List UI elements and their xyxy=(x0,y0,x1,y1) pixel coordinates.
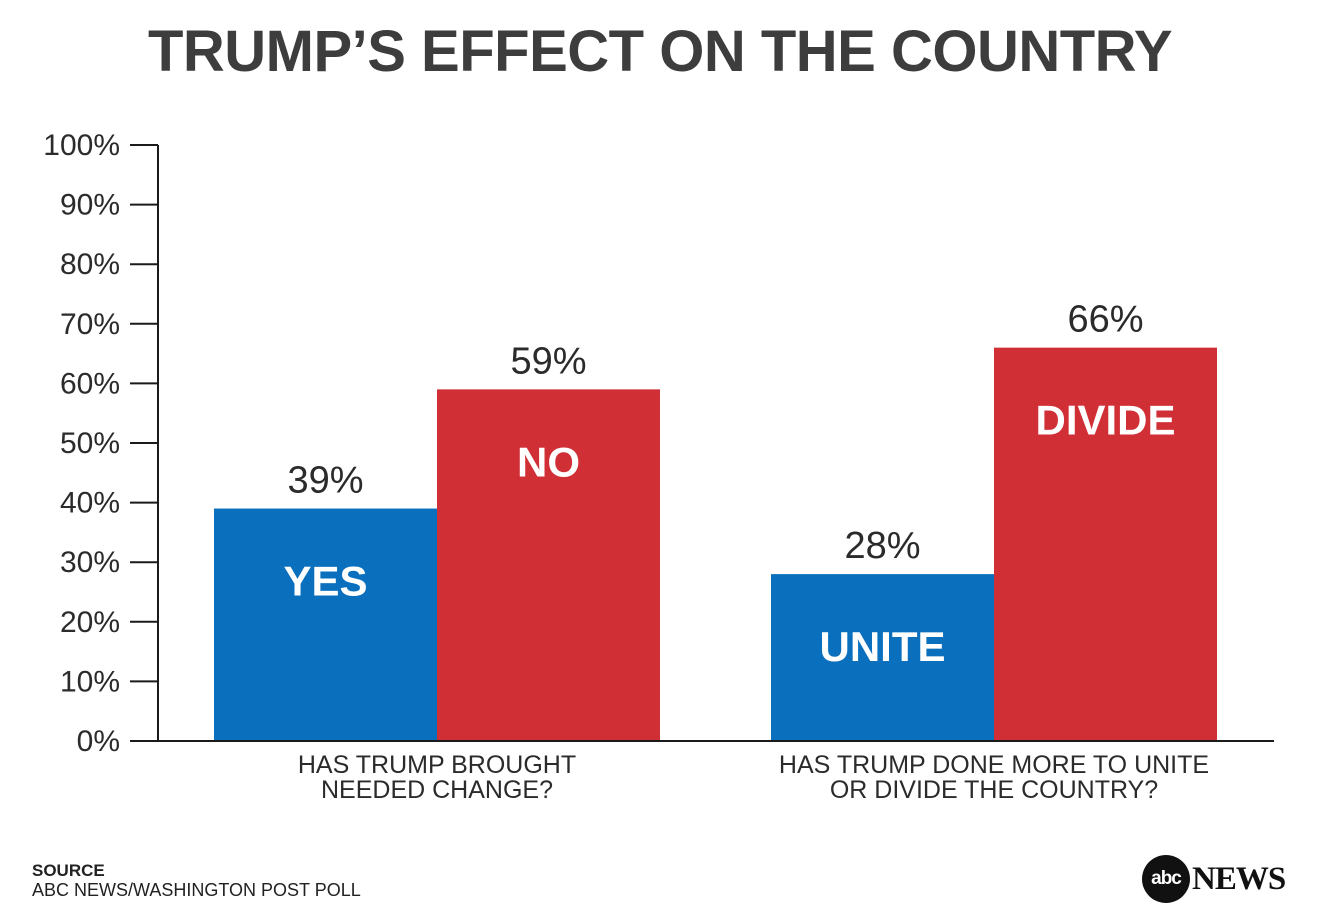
bar-divide xyxy=(994,347,1217,741)
abc-news-logo: abc NEWS xyxy=(1142,855,1302,903)
source-note: SOURCE ABC NEWS/WASHINGTON POST POLL xyxy=(32,861,361,901)
chart-title: TRUMP’S EFFECT ON THE COUNTRY xyxy=(147,19,1173,84)
bar-unite xyxy=(771,574,994,741)
category-label-line: HAS TRUMP DONE MORE TO UNITE xyxy=(779,751,1209,779)
y-tick-label: 60% xyxy=(60,367,120,400)
y-tick-label: 30% xyxy=(60,546,120,579)
category-label-line: HAS TRUMP BROUGHT xyxy=(298,751,576,779)
bar-label-no: NO xyxy=(517,438,580,485)
bars: 39% YES 59% NO 28% UNITE 66% DIVIDE xyxy=(214,299,1217,741)
y-tick-label: 10% xyxy=(60,665,120,698)
category-label-line: OR DIVIDE THE COUNTRY? xyxy=(830,776,1158,804)
value-label-divide: 66% xyxy=(1067,299,1143,341)
bar-label-yes: YES xyxy=(283,558,367,605)
source-label: SOURCE xyxy=(32,861,105,880)
value-label-unite: 28% xyxy=(844,525,920,567)
y-tick-label: 0% xyxy=(77,725,120,758)
bar-label-divide: DIVIDE xyxy=(1035,397,1175,444)
value-label-no: 59% xyxy=(510,340,586,382)
y-tick-label: 40% xyxy=(60,487,120,520)
y-axis: 0% 10% 20% 30% 40% 50% 60% 70% 80% 90% 100% xyxy=(43,129,159,758)
bar-no xyxy=(437,389,660,741)
abc-logo-mark: abc xyxy=(1142,855,1190,903)
source-text: ABC NEWS/WASHINGTON POST POLL xyxy=(32,880,361,900)
y-tick-label: 100% xyxy=(43,129,120,162)
bar-chart: 0% 10% 20% 30% 40% 50% 60% 70% 80% 90% 100% 39% YES… xyxy=(43,129,1274,804)
y-tick-label: 90% xyxy=(60,189,120,222)
bar-yes xyxy=(214,508,437,741)
bar-label-unite: UNITE xyxy=(820,623,946,670)
value-label-yes: 39% xyxy=(287,460,363,502)
y-tick-label: 70% xyxy=(60,308,120,341)
y-tick-label: 80% xyxy=(60,248,120,281)
news-wordmark: NEWS xyxy=(1192,861,1286,897)
y-tick-label: 20% xyxy=(60,606,120,639)
category-label-line: NEEDED CHANGE? xyxy=(321,776,553,804)
y-tick-label: 50% xyxy=(60,427,120,460)
